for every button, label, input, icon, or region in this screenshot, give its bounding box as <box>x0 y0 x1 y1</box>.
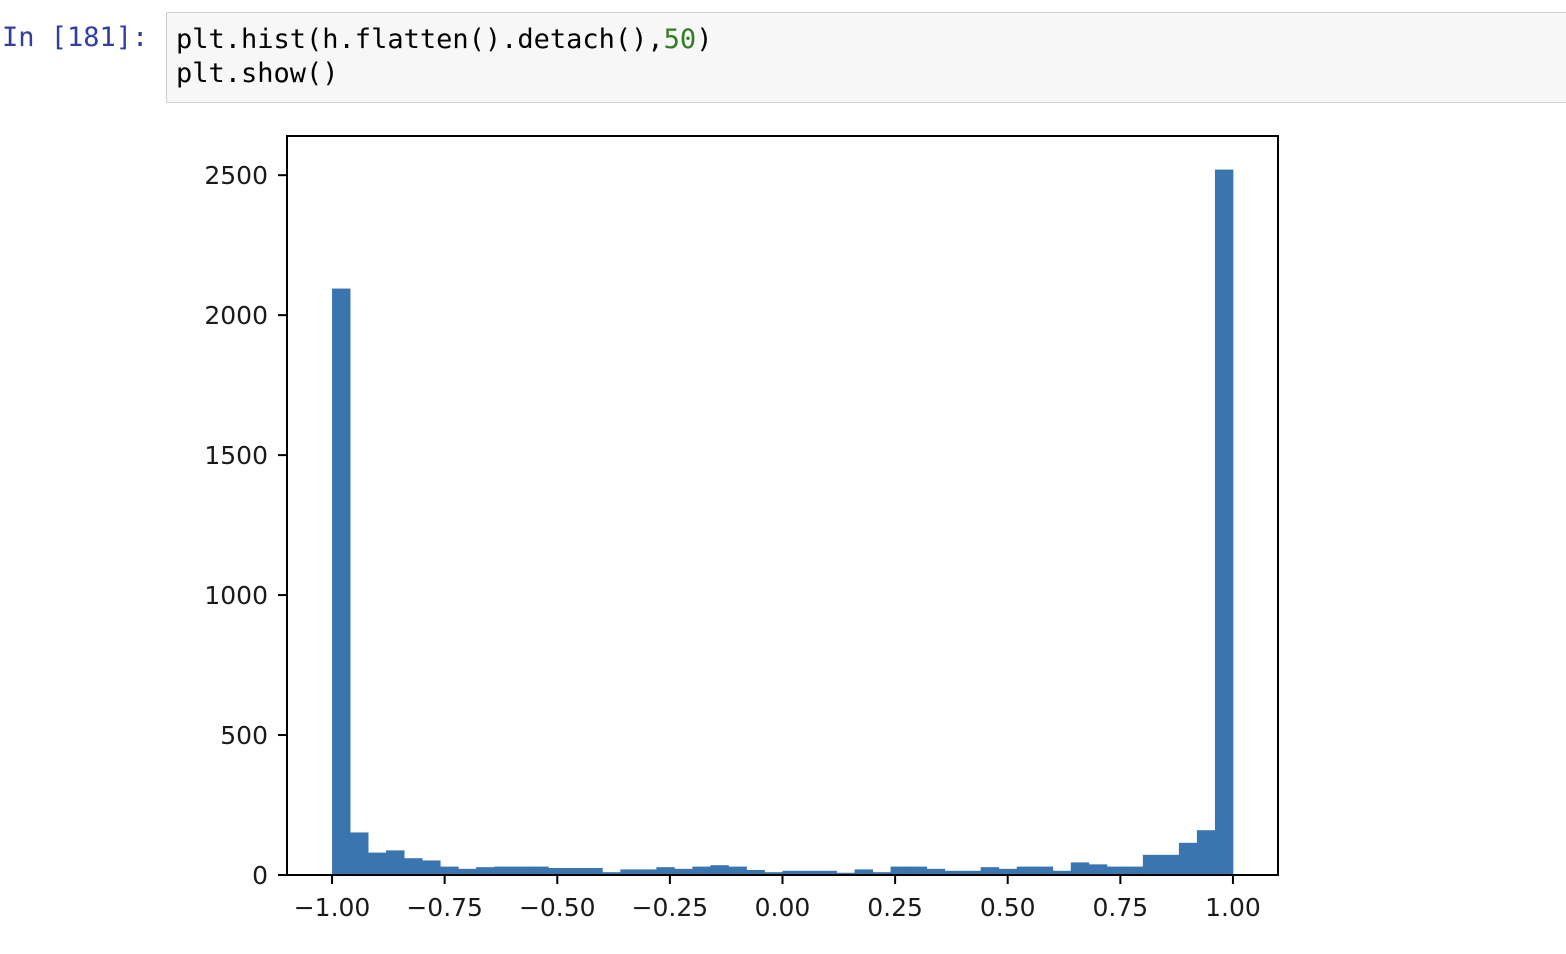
histogram-chart: −1.00 −0.75 −0.50 −0.25 0.00 0.25 0.50 0.75 1.00… <box>204 135 1279 922</box>
histogram-bar <box>908 866 928 875</box>
histogram-bar <box>386 850 405 875</box>
histogram-bar <box>512 866 531 875</box>
histogram-bar <box>692 866 711 875</box>
histogram-bar <box>962 870 982 875</box>
y-tick-label: 500 <box>220 721 268 750</box>
code-line-2: plt.show() <box>176 58 339 89</box>
histogram-bar <box>494 866 513 875</box>
histogram-bar <box>1160 854 1180 875</box>
histogram-bar <box>728 866 747 875</box>
x-tick-label: −1.00 <box>294 893 371 922</box>
x-tick-label: 0.25 <box>867 893 923 922</box>
histogram-bar <box>566 868 585 875</box>
y-tick-label: 1500 <box>204 441 268 470</box>
histogram-bar <box>710 865 729 875</box>
histogram-bar <box>1016 866 1036 875</box>
histogram-bar <box>1178 842 1198 875</box>
cell-output: −1.00 −0.75 −0.50 −0.25 0.00 0.25 0.50 0.75 1.00… <box>180 122 1320 942</box>
code-cell-input[interactable]: plt.hist(h.flatten().detach(),50) plt.sh… <box>166 12 1566 103</box>
y-tick-label: 2000 <box>204 301 268 330</box>
histogram-bar <box>476 867 495 875</box>
histogram-bar <box>422 860 441 875</box>
histogram-bar <box>1070 862 1090 875</box>
histogram-bar <box>440 866 459 875</box>
histogram-bar <box>350 832 369 875</box>
histogram-bar <box>1106 866 1126 875</box>
histogram-bar <box>1142 854 1162 875</box>
histogram-bar <box>1088 864 1108 875</box>
histogram-bar <box>800 870 819 875</box>
histogram-bar <box>1196 830 1216 875</box>
histogram-bar <box>890 866 910 875</box>
histogram-bar <box>1124 866 1144 875</box>
histogram-bar <box>548 868 567 875</box>
histogram-bar <box>656 867 675 875</box>
histogram-bar <box>782 870 801 875</box>
histogram-bar <box>638 869 657 875</box>
histogram-bar <box>872 872 892 875</box>
axes-frame <box>286 135 1279 876</box>
x-tick-label: −0.75 <box>406 893 483 922</box>
histogram-bar <box>602 872 621 875</box>
code-text: ) <box>696 24 713 55</box>
histogram-bar <box>836 872 855 875</box>
y-tick-label: 1000 <box>204 581 268 610</box>
histogram-bar <box>530 866 549 875</box>
histogram-bar <box>1034 866 1054 875</box>
x-tick-label: −0.50 <box>519 893 596 922</box>
histogram-bar <box>404 858 423 875</box>
histogram-bar <box>674 868 693 875</box>
histogram-bar <box>944 870 964 875</box>
histogram-bar <box>980 867 1000 875</box>
histogram-bar <box>764 872 783 875</box>
histogram-bar <box>1214 169 1234 875</box>
code-line-1: plt.hist(h.flatten().detach(),50) <box>176 23 712 57</box>
cell-prompt: In [181]: <box>2 22 149 53</box>
histogram-bar <box>368 852 387 875</box>
x-tick-label: 0.00 <box>755 893 811 922</box>
y-tick-label: 0 <box>252 861 268 890</box>
y-tick-label: 2500 <box>204 161 268 190</box>
histogram-bar <box>926 868 946 875</box>
histogram-bar <box>584 868 603 875</box>
number-literal: 50 <box>663 24 697 55</box>
histogram-bar <box>458 868 477 875</box>
histogram-bar <box>854 869 873 875</box>
histogram-bar <box>1052 870 1072 875</box>
x-tick-label: 0.50 <box>980 893 1036 922</box>
x-tick-label: −0.25 <box>632 893 709 922</box>
x-tick-label: 0.75 <box>1093 893 1149 922</box>
histogram-bar <box>620 869 639 875</box>
histogram-bar <box>746 869 765 875</box>
x-tick-label: 1.00 <box>1205 893 1261 922</box>
histogram-bar <box>818 870 837 875</box>
histogram-bar <box>998 868 1018 875</box>
code-text: plt.hist(h.flatten().detach(), <box>176 24 664 55</box>
histogram-bar <box>332 288 351 875</box>
